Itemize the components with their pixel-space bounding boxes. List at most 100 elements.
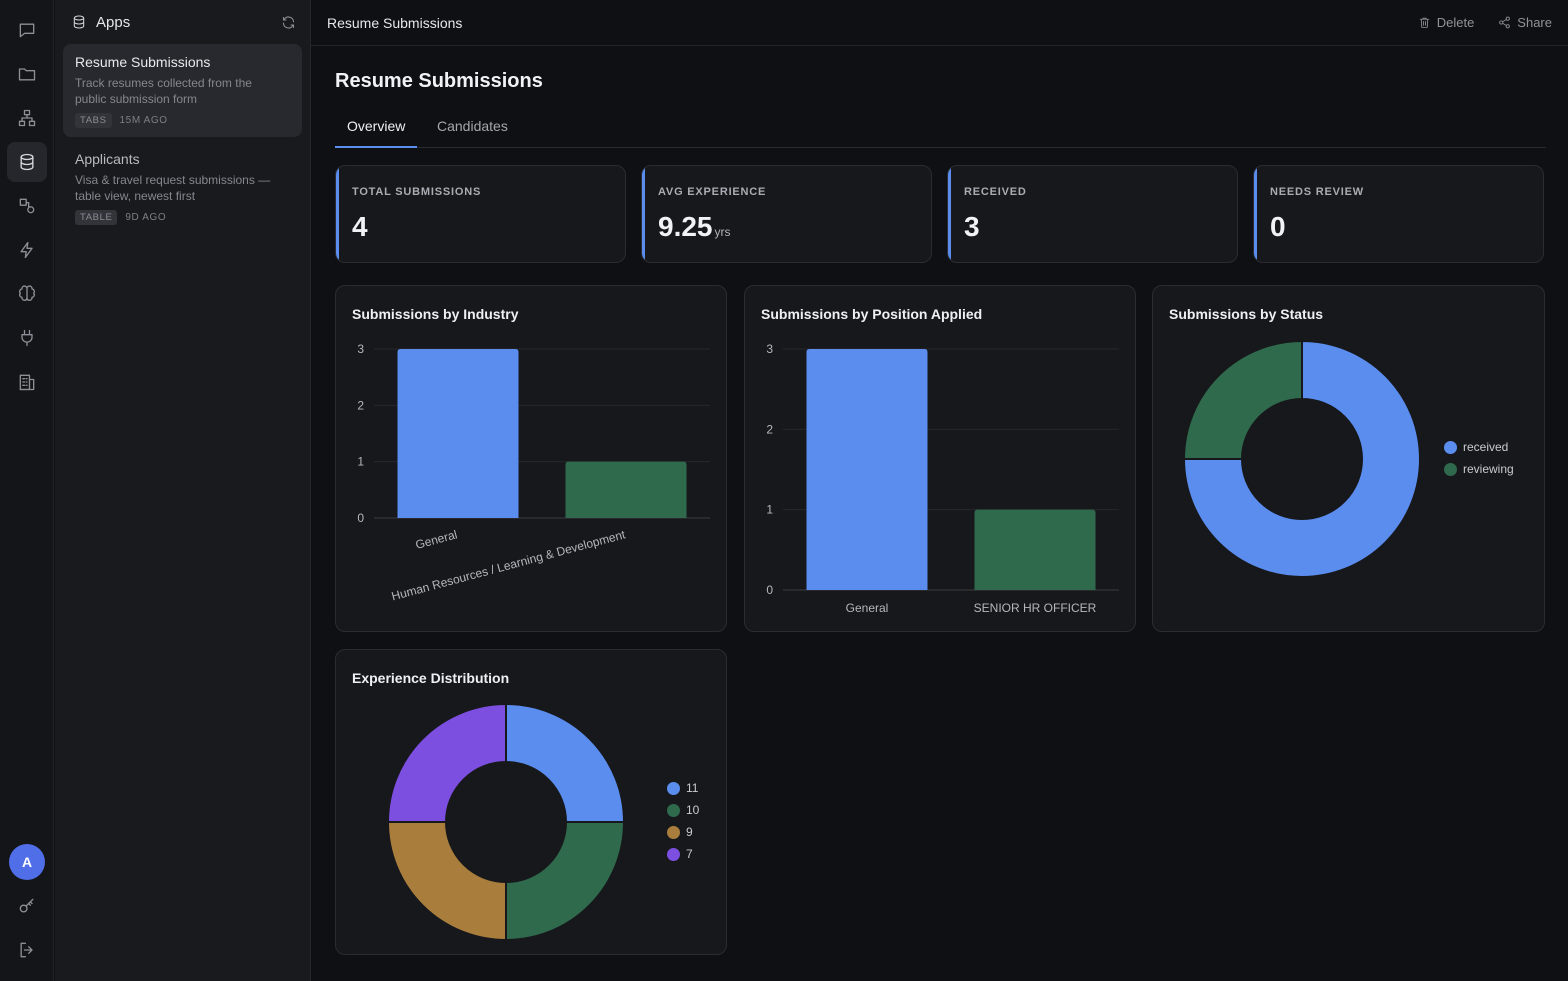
- building-icon[interactable]: [7, 362, 47, 402]
- stat-unit: yrs: [714, 225, 731, 239]
- share-label: Share: [1517, 15, 1552, 30]
- database-icon: [73, 15, 85, 29]
- legend-label: 7: [686, 847, 693, 861]
- legend-swatch: [667, 825, 680, 839]
- app-description-line-1: Visa & travel request submissions —: [75, 173, 271, 187]
- share-button[interactable]: Share: [1498, 15, 1552, 30]
- y-tick-label: 1: [766, 503, 773, 517]
- bar: [806, 349, 928, 590]
- stat-number: 4: [352, 211, 368, 242]
- bar: [565, 461, 687, 518]
- stat-label: TOTAL SUBMISSIONS: [352, 186, 482, 198]
- donut-slice: [505, 702, 626, 823]
- tab-overview[interactable]: Overview: [335, 118, 418, 148]
- top-bar: Resume Submissions Delete Share: [311, 0, 1568, 46]
- legend-item[interactable]: 11: [667, 777, 699, 799]
- shapes-icon[interactable]: [7, 186, 47, 226]
- stat-number: 3: [964, 211, 980, 242]
- delete-button[interactable]: Delete: [1418, 15, 1475, 30]
- app-type-tag: TABLE: [75, 210, 118, 225]
- database-icon[interactable]: [7, 142, 47, 182]
- y-tick-label: 3: [766, 342, 773, 356]
- chat-icon[interactable]: [7, 10, 47, 50]
- share-icon: [1499, 16, 1511, 29]
- chart-title: Submissions by Position Applied: [761, 306, 983, 322]
- stat-number: 9.25: [658, 211, 713, 242]
- stat-card-received: RECEIVED 3: [947, 165, 1238, 263]
- legend-label: 9: [686, 825, 693, 839]
- y-tick-label: 2: [766, 422, 773, 436]
- y-tick-label: 0: [357, 511, 364, 525]
- chart-legend: received reviewing: [1444, 436, 1514, 480]
- apps-header: Apps: [71, 12, 296, 32]
- y-tick-label: 1: [357, 455, 364, 469]
- apps-sidebar: Apps Resume Submissions Track resumes co…: [55, 0, 311, 981]
- stat-value: 4: [352, 211, 368, 243]
- tab-candidates[interactable]: Candidates: [437, 118, 508, 134]
- bar: [397, 349, 519, 518]
- key-icon[interactable]: [7, 886, 47, 926]
- donut-slice: [505, 821, 626, 942]
- legend-item[interactable]: 10: [667, 799, 699, 821]
- brain-icon[interactable]: [7, 274, 47, 314]
- stat-value: 3: [964, 211, 980, 243]
- app-description-line-1: Track resumes collected from the: [75, 76, 252, 90]
- legend-swatch: [1444, 440, 1457, 454]
- chart-card-status: Submissions by Status received reviewing: [1152, 285, 1545, 632]
- workflow-icon[interactable]: [7, 98, 47, 138]
- app-type-tag: TABS: [75, 113, 112, 128]
- window-title: Resume Submissions: [327, 14, 463, 31]
- legend-item[interactable]: received: [1444, 436, 1514, 458]
- y-tick-label: 2: [357, 398, 364, 412]
- donut-slice: [386, 702, 507, 823]
- chart-card-position: Submissions by Position Applied 0 1 2 3 Gene…: [744, 285, 1136, 632]
- trash-icon: [1419, 17, 1429, 28]
- folder-icon[interactable]: [7, 54, 47, 94]
- legend-label: 11: [686, 781, 699, 795]
- legend-swatch: [667, 781, 680, 795]
- x-tick-label: General: [414, 527, 459, 552]
- legend-swatch: [1444, 462, 1457, 476]
- stat-card-avg-experience: AVG EXPERIENCE 9.25 yrs: [641, 165, 932, 263]
- plug-icon[interactable]: [7, 318, 47, 358]
- donut-chart-status: [1182, 339, 1421, 578]
- x-tick-label: SENIOR HR OFFICER: [974, 601, 1097, 615]
- x-tick-label: General: [846, 601, 889, 615]
- donut-slice: [1182, 339, 1421, 578]
- logout-icon[interactable]: [7, 930, 47, 970]
- stat-label: AVG EXPERIENCE: [658, 186, 767, 198]
- app-item-resume-submissions[interactable]: Resume Submissions Track resumes collect…: [63, 44, 302, 137]
- stat-number: 0: [1270, 211, 1286, 242]
- donut-slice: [386, 821, 507, 942]
- legend-item[interactable]: 7: [667, 843, 699, 865]
- legend-label: 10: [686, 803, 700, 817]
- app-updated-time: 9D AGO: [125, 212, 167, 223]
- chart-card-experience: Experience Distribution 11 10 9 7: [335, 649, 727, 955]
- donut-chart-experience: [386, 702, 626, 942]
- apps-title: Apps: [96, 13, 131, 31]
- bar: [974, 509, 1096, 590]
- legend-item[interactable]: reviewing: [1444, 458, 1514, 480]
- lightning-icon[interactable]: [7, 230, 47, 270]
- legend-label: received: [1463, 440, 1509, 454]
- avatar[interactable]: A: [9, 844, 45, 880]
- chart-title: Experience Distribution: [352, 670, 510, 686]
- chart-title: Submissions by Status: [1169, 306, 1324, 322]
- tab-bar: Overview Candidates: [335, 110, 1546, 148]
- bar-chart-position: 0 1 2 3 General SENIOR HR OFFICER: [766, 342, 1119, 615]
- stat-card-needs-review: NEEDS REVIEW 0: [1253, 165, 1544, 263]
- stat-value: 0: [1270, 211, 1286, 243]
- legend-item[interactable]: 9: [667, 821, 699, 843]
- refresh-icon[interactable]: [281, 15, 296, 30]
- app-item-applicants[interactable]: Applicants Visa & travel request submiss…: [63, 141, 302, 234]
- chart-card-industry: Submissions by Industry 0 1 2 3 General Human…: [335, 285, 727, 632]
- icon-rail: A: [0, 0, 54, 981]
- legend-label: reviewing: [1463, 462, 1514, 476]
- chart-legend: 11 10 9 7: [667, 777, 699, 865]
- app-updated-time: 15M AGO: [119, 115, 168, 126]
- delete-label: Delete: [1436, 15, 1475, 30]
- chart-title: Submissions by Industry: [352, 306, 519, 322]
- donut-slice: [1182, 339, 1303, 460]
- legend-swatch: [667, 803, 680, 817]
